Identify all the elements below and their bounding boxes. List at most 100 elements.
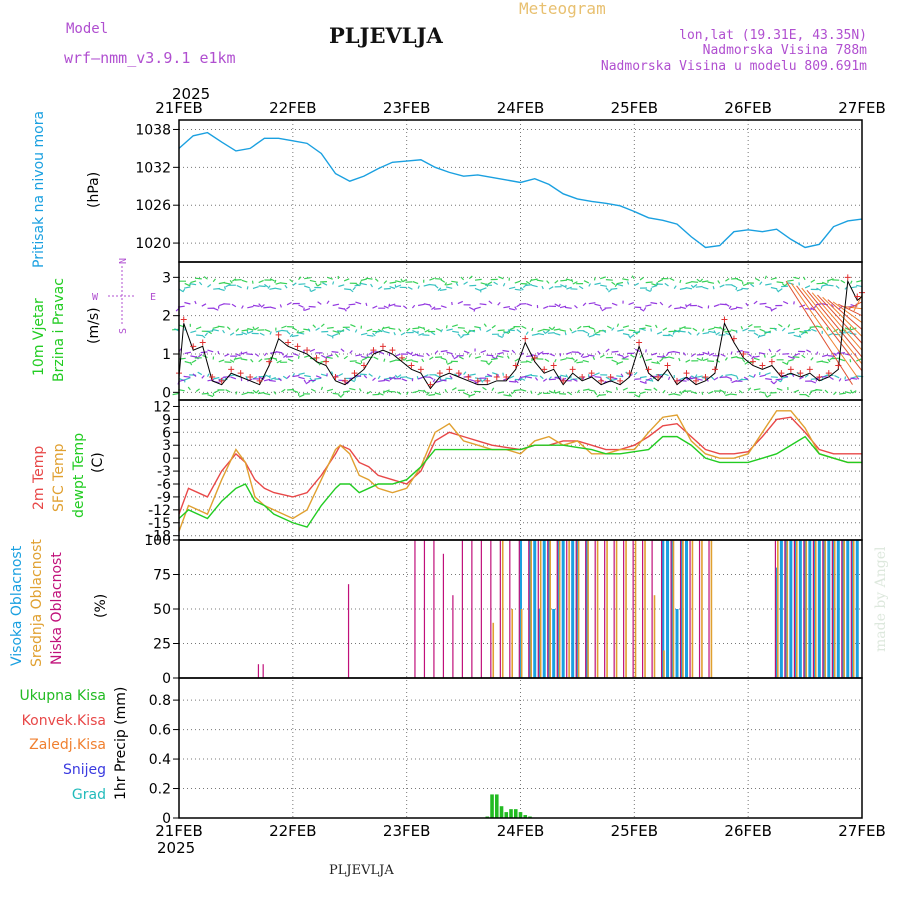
precip-bar — [504, 812, 509, 818]
precip-legend-item: Grad — [72, 787, 106, 803]
precip-bar — [518, 812, 523, 818]
wind-arrow-strong — [785, 280, 853, 385]
low-cloud-bar — [461, 540, 463, 678]
pressure-ytick-label: 1032 — [135, 160, 171, 176]
wind-gust-mark — [351, 370, 358, 377]
date-tick-bottom: 23FEB — [383, 822, 430, 840]
date-tick-bottom: 24FEB — [497, 822, 544, 840]
high-cloud-bar — [528, 540, 532, 678]
precip-legend-item: Ukupna Kisa — [19, 688, 106, 704]
high-cloud-bar — [798, 540, 802, 678]
temp-title-2: SFC Temp — [51, 443, 67, 512]
wind-gust-mark — [398, 354, 405, 361]
wind-arrow-strong — [817, 294, 863, 344]
high-cloud-bar — [832, 540, 836, 678]
wind-gust-mark — [645, 366, 652, 373]
precip-ytick-label: 0 — [162, 811, 171, 827]
temp-unit: (C) — [90, 452, 106, 473]
altitude-label: Nadmorska Visina 788m — [703, 43, 868, 58]
temp-ytick-label: 0 — [162, 451, 171, 467]
wind-gust-mark — [854, 293, 861, 300]
mid-cloud-bar — [549, 540, 551, 678]
compass-e: E — [150, 292, 156, 303]
precip-bar — [499, 806, 504, 818]
cloud-title-3: Niska Oblacnost — [49, 552, 65, 665]
date-tick-top: 21FEB — [155, 99, 202, 117]
model-label: Model — [66, 21, 108, 37]
low-cloud-bar — [452, 595, 454, 678]
wind-gust-mark — [721, 316, 728, 323]
low-cloud-bar — [812, 540, 814, 678]
mid-cloud-bar — [653, 595, 656, 678]
low-cloud-bar — [698, 540, 701, 678]
mid-cloud-bar — [805, 540, 808, 678]
wind-gust-mark — [389, 347, 396, 354]
wind-gust-mark — [787, 366, 794, 373]
low-cloud-bar — [623, 540, 625, 678]
low-cloud-bar — [642, 540, 644, 678]
wind-arrow-band — [175, 300, 858, 312]
wind-gust-mark — [598, 377, 605, 384]
cloud-title-1: Visoka Oblacnost — [9, 545, 25, 666]
temp-title-1: 2m Temp — [31, 446, 47, 510]
mid-cloud-bar — [634, 540, 637, 678]
footer-station: PLJEVLJA — [329, 863, 394, 878]
pressure-ytick-label: 1020 — [135, 236, 171, 252]
cloud-panel — [179, 540, 862, 679]
mid-cloud-bar — [530, 540, 532, 678]
wind-gust-mark — [759, 362, 766, 369]
mid-cloud-bar — [833, 540, 836, 678]
high-cloud-bar — [552, 609, 556, 678]
pressure-ytick-label: 1026 — [135, 198, 171, 214]
wind-ytick-label: 1 — [162, 347, 171, 363]
cloud-title-2: Srednja Oblacnost — [29, 539, 45, 667]
high-cloud-bar — [779, 540, 783, 678]
high-cloud-bar — [561, 540, 565, 678]
precip-ytick-label: 0.2 — [149, 782, 171, 798]
wind-gust-mark — [560, 377, 567, 384]
low-cloud-bar — [433, 540, 435, 678]
wind-gust-mark — [835, 362, 842, 369]
wind-gust-mark — [692, 377, 699, 384]
low-cloud-bar — [651, 540, 653, 678]
wind-gust-mark — [237, 370, 244, 377]
temp-ytick-label: -9 — [157, 490, 171, 506]
wind-gust-mark — [323, 358, 330, 365]
wind-gust-mark — [360, 362, 367, 369]
low-cloud-bar — [257, 664, 260, 678]
precip-frame — [178, 677, 863, 819]
low-cloud-bar — [632, 540, 634, 678]
low-cloud-bar — [831, 540, 833, 678]
wind-gust-mark — [512, 362, 519, 369]
pressure-panel — [178, 131, 863, 249]
temp-ytick-label: -18 — [148, 529, 171, 545]
temp-ytick-label: -12 — [148, 503, 171, 519]
wind-gust-mark — [674, 377, 681, 384]
wind-arrow-strong — [827, 299, 863, 330]
high-cloud-bar — [817, 540, 821, 678]
precip-legend-item: Zaledj.Kisa — [29, 737, 106, 753]
temp-title-3: dewpt Temp — [71, 433, 87, 518]
model-name: wrf–nmm_v3.9.1 e1km — [64, 49, 236, 67]
cloud-ytick-label: 75 — [153, 568, 171, 584]
station-title: PLJEVLJA — [329, 23, 443, 48]
high-cloud-bar — [661, 540, 665, 678]
wind-speed-line — [178, 279, 863, 390]
high-cloud-bar — [556, 540, 560, 678]
wind-gust-mark — [579, 374, 586, 380]
mid-cloud-bar — [501, 540, 504, 678]
low-cloud-bar — [822, 540, 824, 678]
low-cloud-bar — [679, 540, 682, 678]
low-cloud-bar — [490, 540, 492, 678]
wind-gust-mark — [541, 366, 548, 373]
low-cloud-bar — [509, 540, 511, 678]
mid-cloud-bar — [777, 540, 779, 678]
low-cloud-bar — [518, 540, 520, 678]
low-cloud-bar — [793, 540, 795, 678]
year-top: 2025 — [172, 85, 210, 103]
high-cloud-bar — [784, 540, 788, 678]
wind-gust-mark — [209, 374, 216, 380]
mid-cloud-bar — [814, 540, 817, 678]
wind-gust-mark — [550, 362, 557, 369]
precip-ytick-label: 0.8 — [149, 693, 171, 709]
